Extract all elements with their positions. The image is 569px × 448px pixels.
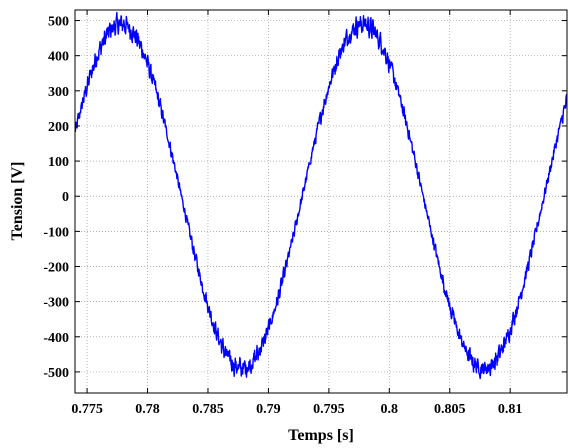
x-tick-label: 0.78 (135, 402, 160, 417)
x-tick-label: 0.775 (71, 402, 103, 417)
x-axis-title: Temps [s] (288, 427, 354, 444)
y-axis: 500 400 300 200 100 0 -100 -200 -300 -400 -500 (43, 15, 567, 381)
x-axis: 0.775 0.78 0.785 0.79 0.795 0.8 0.805 0.81 (71, 10, 522, 417)
series-layer (74, 11, 568, 380)
y-tick-label: -500 (43, 366, 69, 381)
y-tick-label: -400 (43, 331, 69, 346)
y-tick-label: 400 (48, 50, 69, 65)
x-tick-label: 0.81 (498, 402, 523, 417)
x-tick-label: 0.795 (313, 402, 345, 417)
y-tick-label: 100 (48, 155, 69, 170)
x-tick-label: 0.805 (434, 402, 466, 417)
y-tick-label: -100 (43, 225, 69, 240)
y-tick-label: -300 (43, 296, 69, 311)
y-tick-label: 500 (48, 15, 69, 30)
y-tick-label: -200 (43, 261, 69, 276)
y-axis-title: Tension [V] (9, 162, 26, 241)
series-line (74, 11, 568, 380)
x-tick-label: 0.8 (381, 402, 399, 417)
y-tick-label: 300 (48, 85, 69, 100)
y-tick-label: 200 (48, 120, 69, 135)
y-tick-label: 0 (62, 190, 69, 205)
x-tick-label: 0.785 (192, 402, 224, 417)
x-tick-label: 0.79 (256, 402, 281, 417)
plot-frame (74, 9, 568, 394)
grid (75, 10, 567, 393)
